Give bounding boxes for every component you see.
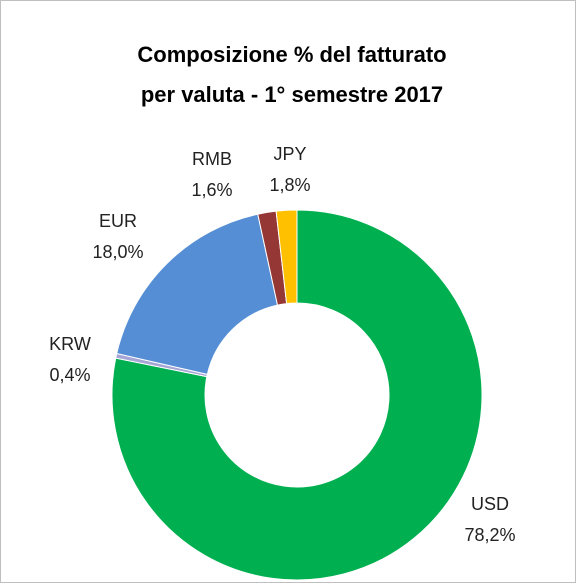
slice-category-label: RMB (192, 149, 232, 169)
slice-value-label: 0,4% (49, 365, 90, 385)
slice-value-label: 1,6% (191, 180, 232, 200)
chart-title: per valuta - 1° semestre 2017 (141, 82, 443, 107)
slice-value-label: 1,8% (269, 175, 310, 195)
chart-title: Composizione % del fatturato (137, 42, 446, 67)
slice-category-label: USD (471, 494, 509, 514)
donut-slice (116, 213, 279, 375)
slice-value-label: 18,0% (92, 242, 143, 262)
donut-slice (275, 209, 298, 305)
slice-category-label: JPY (273, 144, 306, 164)
slice-value-label: 78,2% (464, 525, 515, 545)
slice-category-label: EUR (99, 211, 137, 231)
donut-slice (111, 209, 483, 581)
slice-category-label: KRW (49, 334, 91, 354)
